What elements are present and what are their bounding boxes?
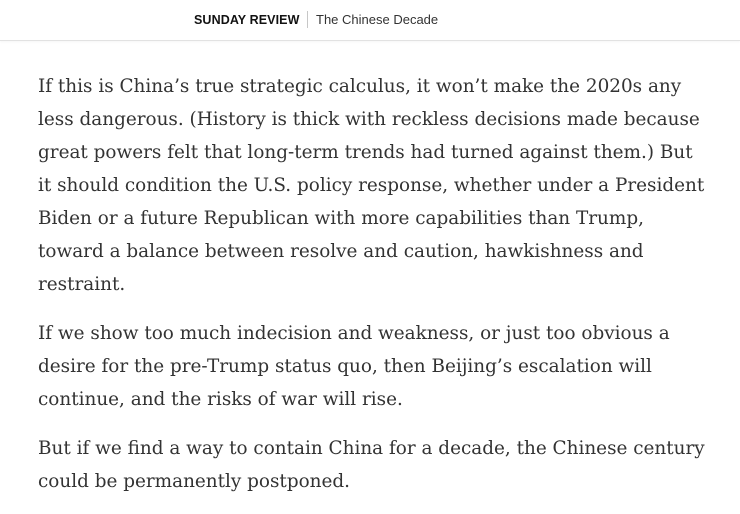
article-body: If this is China’s true strategic calcul… [38, 70, 706, 514]
top-header-bar: SUNDAY REVIEW The Chinese Decade [0, 0, 740, 41]
series-link-chinese-decade[interactable]: The Chinese Decade [316, 12, 439, 27]
article-paragraph-2: If we show too much indecision and weakn… [38, 323, 670, 410]
article-paragraph-3: But if we find a way to contain China fo… [38, 438, 705, 492]
article-paragraph-1: If this is China’s true strategic calcul… [38, 76, 705, 295]
section-link-sunday-review[interactable]: SUNDAY REVIEW [194, 13, 300, 27]
header-divider [307, 11, 308, 28]
